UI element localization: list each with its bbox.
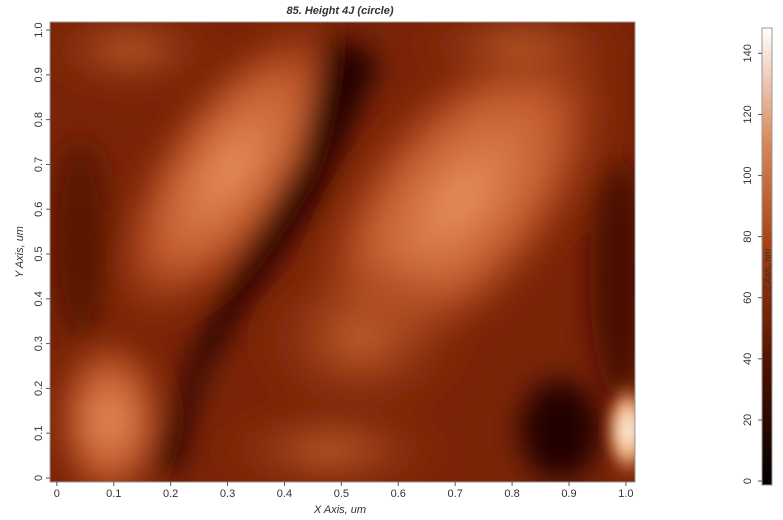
y-tick-label: 0.2 [33,381,45,396]
y-tick-label: 0.1 [33,426,45,441]
y-axis-label: Y Axis, um [14,226,26,278]
colorbar-tick-label: 80 [742,231,754,243]
y-tick-label: 1.0 [33,22,45,37]
height-image [50,22,635,482]
x-tick-label: 0.2 [163,488,178,500]
x-tick-label: 0.8 [504,488,519,500]
colorbar-tick-label: 140 [742,44,754,62]
x-axis-label: X Axis, um [313,504,366,516]
colorbar-tick-label: 60 [742,292,754,304]
colorbar-tick-label: 120 [742,105,754,123]
x-tick-label: 0 [54,488,60,500]
y-tick-label: 0.9 [33,67,45,82]
x-tick-label: 0.4 [277,488,292,500]
colorbar-tick-label: 100 [742,166,754,184]
colorbar-tick-label: 20 [742,414,754,426]
plot-frame [49,21,636,483]
y-tick-label: 0.8 [33,112,45,127]
x-tick-label: 0.6 [391,488,406,500]
x-tick-label: 1.0 [618,488,633,500]
y-tick-label: 0 [33,475,45,481]
y-tick-label: 0.5 [33,246,45,261]
chart-title: 85. Height 4J (circle) [287,5,394,17]
x-tick-label: 0.7 [448,488,463,500]
y-tick-label: 0.7 [33,157,45,172]
colorbar-tick-label: 0 [742,478,754,484]
colorbar [761,27,773,486]
colorbar-tick-label: 40 [742,353,754,365]
colorbar-label: Z Axis, nm [762,248,772,292]
x-tick-label: 0.9 [561,488,576,500]
y-tick-label: 0.3 [33,336,45,351]
x-tick-label: 0.3 [220,488,235,500]
x-tick-label: 0.1 [106,488,121,500]
x-tick-label: 0.5 [334,488,349,500]
y-tick-label: 0.6 [33,202,45,217]
y-tick-label: 0.4 [33,291,45,306]
